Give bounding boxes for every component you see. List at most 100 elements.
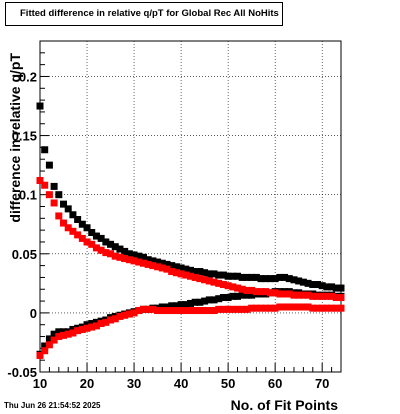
data-point (219, 271, 227, 279)
data-point (205, 307, 213, 315)
data-point (205, 270, 213, 278)
data-point (107, 250, 115, 258)
data-point (78, 234, 86, 242)
data-point (257, 275, 265, 283)
data-point (201, 307, 209, 315)
data-point (45, 341, 53, 349)
data-point (74, 327, 82, 335)
data-point (215, 271, 223, 279)
data-point (78, 220, 86, 228)
data-point (60, 331, 68, 339)
data-point (45, 161, 53, 169)
data-point (276, 273, 284, 281)
data-point (111, 252, 119, 260)
data-point (41, 181, 49, 189)
data-point (36, 102, 44, 110)
data-point (60, 200, 68, 208)
data-point (125, 310, 133, 318)
data-point (234, 284, 242, 292)
data-point (290, 303, 298, 311)
data-point (309, 281, 317, 289)
data-point (168, 302, 176, 310)
axis-ticks: 10 20 30 40 50 60 70 -0.05 0 0.05 0.1 0.15 0.2 (7, 40, 342, 391)
data-point (121, 311, 129, 319)
data-point (88, 323, 96, 331)
data-point (92, 244, 100, 252)
data-point (285, 303, 293, 311)
data-point (144, 256, 152, 264)
data-point (252, 273, 260, 281)
data-point (257, 288, 265, 296)
data-point (172, 263, 180, 271)
data-point (285, 275, 293, 283)
data-point (50, 199, 58, 207)
x-tick-label: 30 (127, 376, 141, 391)
data-point (196, 268, 204, 276)
data-point (55, 191, 63, 199)
data-point (83, 321, 91, 329)
x-tick-label: 70 (315, 376, 329, 391)
data-point (318, 282, 326, 290)
data-point (60, 219, 68, 227)
data-point (102, 318, 110, 326)
data-point (154, 307, 162, 315)
data-point (219, 305, 227, 313)
data-point (41, 146, 49, 154)
data-point (125, 250, 133, 258)
data-point (139, 259, 147, 267)
data-point (234, 272, 242, 280)
data-point (196, 298, 204, 306)
data-point (266, 275, 274, 283)
data-point (290, 276, 298, 284)
data-point (191, 307, 199, 315)
data-point (262, 275, 270, 283)
data-point (121, 255, 129, 263)
data-point (313, 292, 321, 300)
data-point (191, 273, 199, 281)
data-point (191, 268, 199, 276)
data-point (262, 304, 270, 312)
x-tick-label: 40 (174, 376, 188, 391)
data-point (154, 258, 162, 266)
data-point (187, 272, 194, 280)
data-point (187, 299, 194, 307)
data-point (337, 284, 345, 292)
y-tick-label: 0.2 (19, 69, 37, 84)
data-point (130, 251, 138, 259)
data-point (50, 182, 58, 190)
data-point (182, 301, 190, 309)
data-point (299, 291, 307, 299)
data-point (177, 264, 185, 272)
data-point (41, 342, 49, 350)
y-tick-label: 0.05 (12, 247, 37, 262)
data-point (309, 304, 317, 312)
data-point (295, 277, 303, 285)
data-point (281, 303, 289, 311)
timestamp-footer: Thu Jun 26 21:54:52 2025 (4, 401, 101, 410)
data-point (144, 260, 152, 268)
data-point (276, 303, 284, 311)
data-point (290, 291, 298, 299)
data-point (168, 262, 176, 270)
data-point (224, 294, 232, 302)
y-tick-label: 0.1 (19, 188, 37, 203)
data-point (88, 240, 96, 248)
data-point (219, 281, 227, 289)
data-point (172, 307, 180, 315)
data-point (144, 305, 152, 313)
data-point (74, 216, 82, 224)
data-point (262, 288, 270, 296)
data-point (271, 289, 279, 297)
data-point (196, 275, 204, 283)
data-point (271, 304, 279, 312)
data-point (154, 263, 162, 271)
data-point (187, 307, 194, 315)
data-point (295, 303, 303, 311)
data-point (318, 292, 326, 300)
data-point (187, 266, 194, 274)
data-point (102, 238, 110, 246)
data-point (97, 320, 105, 328)
data-point (55, 328, 63, 336)
data-point (224, 272, 232, 280)
data-point (323, 304, 331, 312)
